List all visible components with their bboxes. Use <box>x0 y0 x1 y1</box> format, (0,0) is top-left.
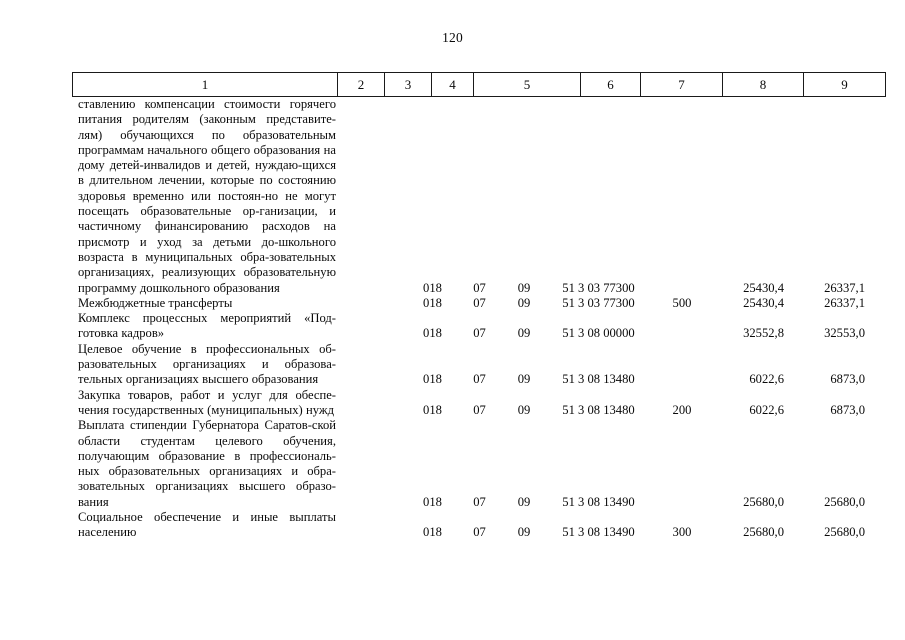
cell-col6: 300 <box>672 525 692 540</box>
column-header-1: 1 <box>72 72 338 97</box>
cell-col4: 09 <box>517 295 531 310</box>
cell-col8: 6873,0 <box>830 372 865 387</box>
cell-col4: 09 <box>517 494 531 509</box>
column-header-9: 9 <box>803 72 886 97</box>
table-row: Закупка товаров, работ и услуг для обесп… <box>72 388 885 419</box>
page-number: 120 <box>442 30 463 45</box>
cell-col9: 29539,0 <box>875 326 905 341</box>
cell-col8: 6873,0 <box>830 402 865 417</box>
cell-col7: 25430,4 <box>743 295 784 310</box>
cell-col2: 018 <box>423 326 442 341</box>
cell-col2: 018 <box>423 525 442 540</box>
cell-col5: 51 3 08 00000 <box>562 326 635 341</box>
cell-col2: 018 <box>423 372 442 387</box>
row-description: Комплекс процессных мероприятий «Под-гот… <box>78 311 336 341</box>
cell-col3: 07 <box>473 372 486 387</box>
cell-col5: 51 3 08 13490 <box>562 525 635 540</box>
cell-col6: 200 <box>672 402 692 417</box>
cell-col2: 018 <box>423 402 442 417</box>
cell-col8: 26337,1 <box>824 295 865 310</box>
cell-col7: 25430,4 <box>743 280 784 295</box>
cell-col9: 3859,0 <box>875 403 905 418</box>
column-header-5: 5 <box>473 72 581 97</box>
cell-col9: 3859,0 <box>875 372 905 387</box>
cell-col8: 32553,0 <box>824 326 865 341</box>
column-header-8: 8 <box>722 72 804 97</box>
table-row: Межбюджетные трансферты 018 07 09 51 3 03 77… <box>72 296 885 311</box>
row-description: Выплата стипендии Губернатора Саратов-ск… <box>78 418 336 509</box>
row-description: ставлению компенсации стоимости горячего… <box>78 97 336 295</box>
column-header-4: 4 <box>431 72 474 97</box>
cell-col6: 500 <box>672 295 692 310</box>
cell-col7: 25680,0 <box>743 525 784 540</box>
cell-col3: 07 <box>473 494 486 509</box>
table-row: Целевое обучение в профессиональных об-р… <box>72 342 885 388</box>
column-header-7: 7 <box>640 72 723 97</box>
cell-col5: 51 3 08 13480 <box>562 402 635 417</box>
cell-col4: 09 <box>517 525 531 540</box>
row-description: Межбюджетные трансферты <box>78 295 233 310</box>
column-header-3: 3 <box>384 72 432 97</box>
cell-col7: 6022,6 <box>749 372 784 387</box>
cell-col4: 09 <box>517 372 531 387</box>
cell-col5: 51 3 08 13490 <box>562 494 635 509</box>
table-row: Социальное обеспечение и иные выплаты на… <box>72 510 885 541</box>
cell-col2: 018 <box>423 280 442 295</box>
cell-col5: 51 3 03 77300 <box>562 280 635 295</box>
row-description: Целевое обучение в профессиональных об-р… <box>78 341 336 387</box>
cell-col4: 09 <box>517 280 531 295</box>
cell-col8: 26337,1 <box>824 280 865 295</box>
budget-appropriations-table: 1 2 3 4 5 6 7 8 9 <box>72 72 886 97</box>
cell-col8: 25680,0 <box>824 494 865 509</box>
cell-col3: 07 <box>473 525 486 540</box>
table-row: Комплекс процессных мероприятий «Под-гот… <box>72 311 885 342</box>
cell-col9: 27309,8 <box>875 281 905 296</box>
cell-col9: 25680,0 <box>875 495 905 510</box>
cell-col5: 51 3 08 13480 <box>562 372 635 387</box>
cell-col8: 25680,0 <box>824 525 865 540</box>
cell-col3: 07 <box>473 326 486 341</box>
cell-col7: 32552,8 <box>743 326 784 341</box>
table-row: ставлению компенсации стоимости горячего… <box>72 97 885 296</box>
cell-col5: 51 3 03 77300 <box>562 295 635 310</box>
cell-col2: 018 <box>423 295 442 310</box>
cell-col7: 6022,6 <box>749 402 784 417</box>
row-description: Социальное обеспечение и иные выплаты на… <box>78 510 336 540</box>
cell-col4: 09 <box>517 326 531 341</box>
cell-col3: 07 <box>473 280 486 295</box>
column-header-2: 2 <box>337 72 385 97</box>
row-description: Закупка товаров, работ и услуг для обесп… <box>78 387 336 417</box>
cell-col3: 07 <box>473 402 486 417</box>
cell-col9: 25680,0 <box>875 525 905 540</box>
cell-col3: 07 <box>473 295 486 310</box>
cell-col2: 018 <box>423 494 442 509</box>
cell-col4: 09 <box>517 402 531 417</box>
table-row: Выплата стипендии Губернатора Саратов-ск… <box>72 418 885 510</box>
cell-col7: 25680,0 <box>743 494 784 509</box>
table-header-row: 1 2 3 4 5 6 7 8 9 <box>72 72 886 97</box>
column-header-6: 6 <box>580 72 641 97</box>
cell-col9: 27309,8 <box>875 296 905 311</box>
